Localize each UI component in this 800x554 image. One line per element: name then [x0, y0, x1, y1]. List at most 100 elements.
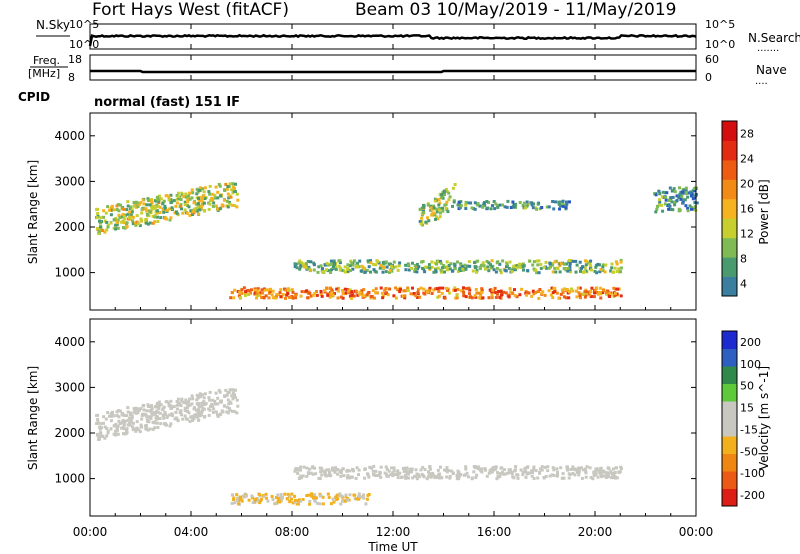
heatmap-cell: [208, 405, 212, 408]
heatmap-cell: [333, 470, 337, 474]
heatmap-cell: [493, 207, 497, 211]
heatmap-cell: [328, 269, 332, 273]
heatmap-cell: [135, 420, 139, 424]
heatmap-cell: [408, 467, 412, 471]
freq-tick-top: 18: [68, 53, 82, 66]
heatmap-cell: [562, 295, 566, 299]
heatmap-cell: [231, 388, 235, 392]
heatmap-cell: [601, 291, 605, 294]
heatmap-cell: [191, 397, 195, 401]
heatmap-cell: [461, 289, 465, 293]
heatmap-cell: [437, 294, 441, 298]
heatmap-cell: [339, 295, 343, 299]
heatmap-cell: [182, 401, 186, 404]
heatmap-cell: [603, 270, 607, 274]
colorbar-swatch: [722, 121, 737, 141]
heatmap-cell: [416, 296, 420, 299]
heatmap-cell: [613, 475, 617, 479]
heatmap-cell: [306, 471, 310, 475]
heatmap-cell: [150, 201, 154, 205]
heatmap-cell: [477, 291, 481, 295]
heatmap-cell: [199, 207, 203, 211]
station-title: Fort Hays West (fitACF): [92, 0, 289, 20]
heatmap-cell: [308, 467, 312, 471]
heatmap-cell: [397, 264, 401, 268]
heatmap-cell: [557, 202, 561, 206]
heatmap-cell: [531, 206, 535, 210]
heatmap-cell: [335, 493, 339, 497]
heatmap-cell: [661, 209, 665, 213]
heatmap-cell: [172, 405, 176, 409]
colorbar-swatch: [722, 453, 737, 472]
heatmap-cell: [673, 190, 677, 194]
heatmap-cell: [208, 390, 212, 394]
heatmap-cell: [404, 473, 407, 477]
colorbar-tick-label: 24: [740, 153, 754, 166]
heatmap-cell: [288, 499, 292, 503]
heatmap-cell: [156, 426, 160, 429]
heatmap-cell: [116, 409, 120, 413]
heatmap-cell: [161, 408, 165, 412]
heatmap-cell: [158, 411, 162, 415]
heatmap-cell: [264, 294, 268, 298]
heatmap-cell: [169, 216, 173, 220]
heatmap-cell: [164, 400, 168, 404]
heatmap-cell: [163, 204, 167, 208]
heatmap-cell: [144, 424, 148, 428]
heatmap-cell: [419, 222, 423, 226]
heatmap-cell: [382, 266, 386, 269]
heatmap-cell: [448, 267, 452, 271]
heatmap-cell: [122, 432, 125, 436]
heatmap-cell: [169, 422, 173, 426]
heatmap-cell: [349, 259, 353, 263]
heatmap-cell: [197, 405, 201, 409]
heatmap-cell: [109, 213, 113, 217]
heatmap-cell: [151, 420, 155, 424]
heatmap-cell: [451, 269, 455, 273]
heatmap-cell: [357, 492, 361, 496]
heatmap-cell: [414, 474, 418, 478]
heatmap-cell: [231, 391, 235, 395]
heatmap-cell: [170, 412, 174, 416]
heatmap-cell: [168, 413, 172, 417]
heatmap-cell: [132, 410, 136, 414]
heatmap-cell: [556, 470, 559, 474]
heatmap-cell: [476, 202, 480, 206]
heatmap-cell: [114, 223, 118, 227]
heatmap-cell: [438, 211, 442, 215]
heatmap-cell: [374, 263, 378, 267]
heatmap-cell: [187, 205, 191, 209]
heatmap-cell: [610, 476, 613, 480]
heatmap-cell: [430, 260, 434, 264]
freq-trace: [90, 69, 696, 74]
colorbar-swatch: [722, 257, 737, 278]
heatmap-cell: [658, 192, 662, 196]
heatmap-cell: [329, 292, 332, 296]
heatmap-cell: [462, 290, 466, 294]
heatmap-cell: [501, 259, 505, 263]
heatmap-cell: [453, 267, 457, 271]
heatmap-cell: [480, 287, 484, 291]
heatmap-cell: [275, 496, 278, 499]
heatmap-cell: [436, 217, 440, 221]
heatmap-cell: [253, 500, 257, 504]
heatmap-cell: [99, 216, 103, 220]
nave-label: Nave: [756, 63, 787, 77]
heatmap-cell: [482, 202, 486, 206]
heatmap-cell: [513, 294, 517, 298]
heatmap-cell: [511, 200, 515, 204]
heatmap-cell: [389, 473, 393, 477]
heatmap-cell: [426, 216, 429, 220]
heatmap-cell: [496, 204, 499, 207]
heatmap-cell: [459, 200, 463, 204]
heatmap-cell: [531, 289, 535, 293]
heatmap-cell: [296, 502, 300, 506]
heatmap-cell: [191, 213, 195, 216]
heatmap-cell: [560, 288, 564, 292]
heatmap-cell: [148, 409, 152, 413]
heatmap-cell: [169, 201, 173, 204]
heatmap-cell: [567, 290, 571, 294]
heatmap-cell: [525, 472, 529, 476]
heatmap-cell: [309, 260, 313, 264]
heatmap-cell: [369, 259, 372, 263]
